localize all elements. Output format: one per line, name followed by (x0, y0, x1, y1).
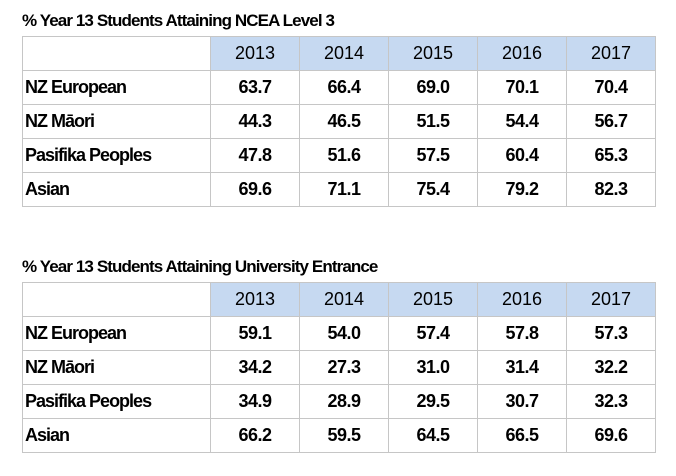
ncea-year-2014: 2014 (299, 36, 389, 71)
value-cell: 66.2 (210, 418, 300, 453)
row-label: NZ European (22, 70, 211, 105)
ue-table-title: % Year 13 Students Attaining University … (22, 257, 378, 276)
value-cell: 32.3 (566, 384, 656, 419)
value-cell: 69.6 (566, 418, 656, 453)
value-cell: 65.3 (566, 138, 656, 173)
value-cell: 44.3 (210, 104, 300, 139)
value-cell: 75.4 (388, 172, 478, 207)
table-row: Asian 66.2 59.5 64.5 66.5 69.6 (22, 418, 656, 453)
value-cell: 31.4 (477, 350, 567, 385)
value-cell: 31.0 (388, 350, 478, 385)
value-cell: 51.5 (388, 104, 478, 139)
value-cell: 70.4 (566, 70, 656, 105)
ncea-corner-cell (22, 36, 211, 71)
ncea-year-2015: 2015 (388, 36, 478, 71)
value-cell: 57.8 (477, 316, 567, 351)
value-cell: 82.3 (566, 172, 656, 207)
ue-year-2014: 2014 (299, 282, 389, 317)
ncea-year-2016: 2016 (477, 36, 567, 71)
value-cell: 70.1 (477, 70, 567, 105)
value-cell: 57.3 (566, 316, 656, 351)
value-cell: 59.5 (299, 418, 389, 453)
value-cell: 57.5 (388, 138, 478, 173)
row-label: Asian (22, 172, 211, 207)
table-row: Pasifika Peoples 34.9 28.9 29.5 30.7 32.… (22, 384, 656, 419)
ncea-year-2013: 2013 (210, 36, 300, 71)
value-cell: 28.9 (299, 384, 389, 419)
ncea-year-2017: 2017 (566, 36, 656, 71)
table-row: NZ Māori 44.3 46.5 51.5 54.4 56.7 (22, 104, 656, 139)
ue-header-row: 2013 2014 2015 2016 2017 (22, 282, 656, 317)
value-cell: 30.7 (477, 384, 567, 419)
value-cell: 64.5 (388, 418, 478, 453)
table-row: NZ Māori 34.2 27.3 31.0 31.4 32.2 (22, 350, 656, 385)
value-cell: 69.6 (210, 172, 300, 207)
value-cell: 71.1 (299, 172, 389, 207)
row-label: NZ European (22, 316, 211, 351)
value-cell: 54.4 (477, 104, 567, 139)
value-cell: 29.5 (388, 384, 478, 419)
value-cell: 63.7 (210, 70, 300, 105)
table-row: NZ European 63.7 66.4 69.0 70.1 70.4 (22, 70, 656, 105)
row-label: Pasifika Peoples (22, 384, 211, 419)
value-cell: 46.5 (299, 104, 389, 139)
row-label: NZ Māori (22, 104, 211, 139)
value-cell: 57.4 (388, 316, 478, 351)
value-cell: 34.2 (210, 350, 300, 385)
row-label: Pasifika Peoples (22, 138, 211, 173)
value-cell: 66.4 (299, 70, 389, 105)
value-cell: 59.1 (210, 316, 300, 351)
row-label: NZ Māori (22, 350, 211, 385)
ncea-header-row: 2013 2014 2015 2016 2017 (22, 36, 656, 71)
value-cell: 79.2 (477, 172, 567, 207)
table-row: Asian 69.6 71.1 75.4 79.2 82.3 (22, 172, 656, 207)
value-cell: 56.7 (566, 104, 656, 139)
value-cell: 69.0 (388, 70, 478, 105)
ncea-table: 2013 2014 2015 2016 2017 NZ European 63.… (22, 36, 656, 207)
ue-year-2016: 2016 (477, 282, 567, 317)
ncea-level3-section: % Year 13 Students Attaining NCEA Level … (22, 6, 656, 207)
row-label: Asian (22, 418, 211, 453)
ue-year-2015: 2015 (388, 282, 478, 317)
value-cell: 27.3 (299, 350, 389, 385)
value-cell: 34.9 (210, 384, 300, 419)
value-cell: 51.6 (299, 138, 389, 173)
ue-year-2017: 2017 (566, 282, 656, 317)
table-row: Pasifika Peoples 47.8 51.6 57.5 60.4 65.… (22, 138, 656, 173)
table-row: NZ European 59.1 54.0 57.4 57.8 57.3 (22, 316, 656, 351)
value-cell: 54.0 (299, 316, 389, 351)
value-cell: 66.5 (477, 418, 567, 453)
university-entrance-section: % Year 13 Students Attaining University … (22, 252, 656, 453)
ue-corner-cell (22, 282, 211, 317)
value-cell: 32.2 (566, 350, 656, 385)
ncea-table-title: % Year 13 Students Attaining NCEA Level … (22, 11, 335, 30)
ue-year-2013: 2013 (210, 282, 300, 317)
value-cell: 47.8 (210, 138, 300, 173)
value-cell: 60.4 (477, 138, 567, 173)
ue-table: 2013 2014 2015 2016 2017 NZ European 59.… (22, 282, 656, 453)
